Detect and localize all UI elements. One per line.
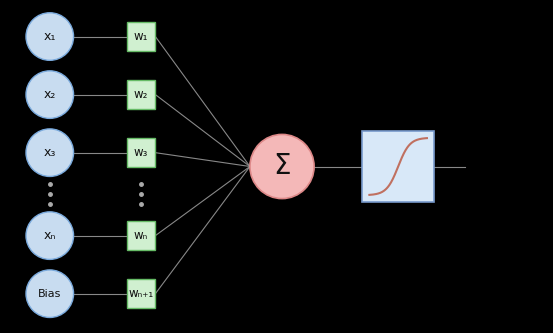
FancyBboxPatch shape bbox=[127, 221, 155, 250]
Text: x₁: x₁ bbox=[44, 30, 56, 43]
Circle shape bbox=[26, 212, 74, 259]
FancyBboxPatch shape bbox=[127, 80, 155, 109]
Circle shape bbox=[26, 13, 74, 60]
Circle shape bbox=[250, 135, 314, 198]
Text: wₙ: wₙ bbox=[134, 229, 148, 242]
Text: x₂: x₂ bbox=[44, 88, 56, 101]
FancyBboxPatch shape bbox=[127, 279, 155, 308]
Text: wₙ₊₁: wₙ₊₁ bbox=[128, 287, 154, 300]
FancyBboxPatch shape bbox=[127, 22, 155, 51]
FancyBboxPatch shape bbox=[127, 138, 155, 167]
Text: Bias: Bias bbox=[38, 289, 61, 299]
Circle shape bbox=[26, 270, 74, 317]
Text: x₃: x₃ bbox=[44, 146, 56, 159]
Text: $\Sigma$: $\Sigma$ bbox=[273, 153, 291, 180]
Circle shape bbox=[26, 71, 74, 119]
Text: w₁: w₁ bbox=[134, 30, 148, 43]
Text: xₙ: xₙ bbox=[44, 229, 56, 242]
Text: w₃: w₃ bbox=[134, 146, 148, 159]
FancyBboxPatch shape bbox=[362, 131, 434, 202]
Circle shape bbox=[26, 129, 74, 176]
Text: w₂: w₂ bbox=[134, 88, 148, 101]
